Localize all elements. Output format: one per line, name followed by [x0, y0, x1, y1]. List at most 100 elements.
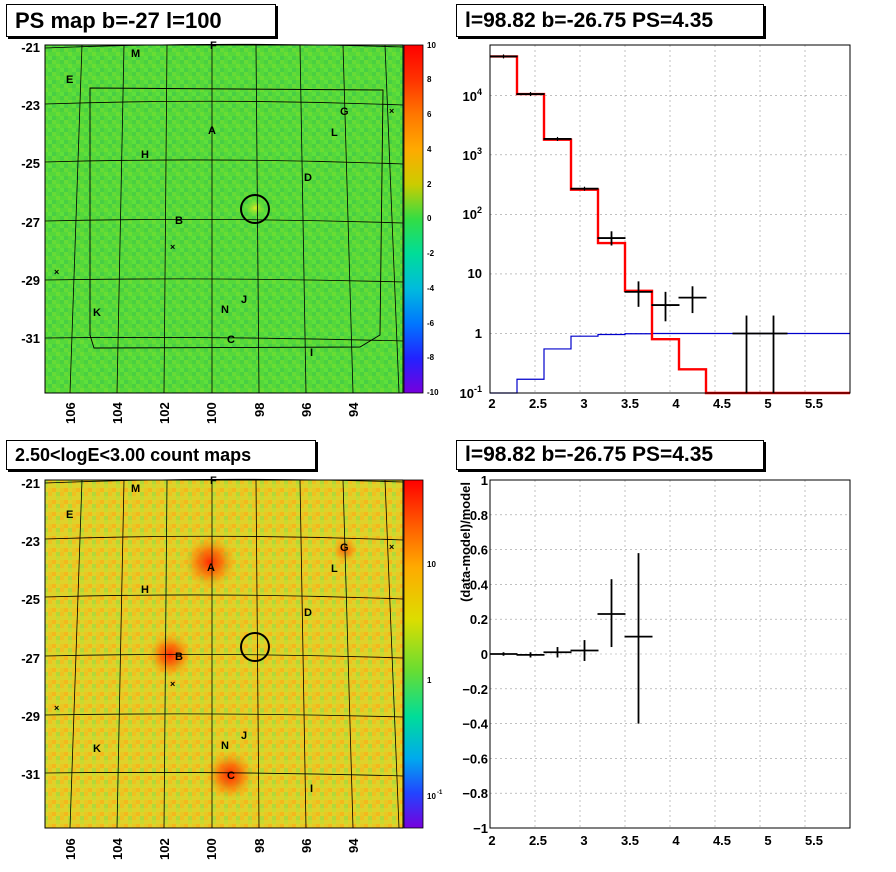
svg-text:E: E — [66, 509, 73, 521]
src-label-C: C — [227, 334, 235, 346]
residual-ytick-8: −0.6 — [462, 751, 488, 766]
svg-text:98: 98 — [252, 403, 267, 417]
residual-y-ticks: 1 0.8 0.6 0.4 0.2 0 −0.2 −0.4 −0.6 −0.8 −1 — [462, 473, 488, 836]
svg-text:102: 102 — [157, 402, 172, 424]
svg-text:0: 0 — [427, 214, 432, 223]
residual-data-point-0 — [489, 652, 518, 656]
svg-text:10: 10 — [468, 266, 482, 281]
svg-text:J: J — [241, 730, 247, 742]
svg-text:104: 104 — [463, 87, 482, 104]
svg-text:94: 94 — [346, 838, 361, 853]
svg-text:K: K — [93, 743, 101, 755]
count-hotspot-A — [184, 536, 236, 588]
count-hotspot-B — [148, 633, 192, 677]
residual-ytick-10: −1 — [473, 821, 488, 836]
svg-text:I: I — [310, 783, 313, 795]
svg-text:4: 4 — [672, 833, 680, 848]
svg-text:M: M — [131, 483, 140, 495]
residual-title: l=98.82 b=-26.75 PS=4.35 — [456, 440, 764, 470]
svg-text:-27: -27 — [21, 215, 40, 230]
svg-text:D: D — [304, 607, 312, 619]
residual-ytick-3: 0.4 — [470, 577, 489, 592]
svg-text:-1: -1 — [437, 790, 443, 796]
count-map-grid — [44, 478, 404, 829]
svg-text:102: 102 — [157, 838, 172, 860]
svg-text:-25: -25 — [21, 592, 40, 607]
count-map-panel: M F E G A L H D B J K N C I × × × -21 -2… — [21, 475, 443, 860]
svg-text:-29: -29 — [21, 709, 40, 724]
svg-text:G: G — [340, 542, 349, 554]
ps-map-grid — [44, 43, 404, 394]
ps-map-colorbar — [403, 44, 424, 394]
src-label-F: F — [210, 40, 217, 52]
count-map-colorbar-ticks: 10 1 10 -1 — [427, 560, 443, 801]
residual-data-point-5 — [624, 553, 653, 724]
src-label-E: E — [66, 74, 73, 86]
ps-map-panel: M F E G A L H D B J K N C I × × × -21 -2… — [21, 40, 439, 424]
residual-marks — [489, 553, 653, 724]
svg-text:10: 10 — [427, 792, 436, 801]
svg-text:10: 10 — [427, 560, 436, 569]
svg-text:1: 1 — [475, 326, 482, 341]
residual-ylabel: (data-model)/model — [458, 482, 473, 602]
ps-map-labels: M F E G A L H D B J K N C I × × × — [54, 40, 394, 359]
residual-data-point-4 — [597, 579, 626, 648]
svg-text:2: 2 — [488, 396, 495, 411]
svg-text:2.5: 2.5 — [529, 833, 547, 848]
svg-text:-29: -29 — [21, 273, 40, 288]
svg-text:102: 102 — [463, 205, 482, 222]
svg-text:-23: -23 — [21, 98, 40, 113]
svg-text:4: 4 — [427, 145, 432, 154]
ps-map-y-ticks: -21 -23 -25 -27 -29 -31 — [21, 40, 40, 346]
ps-map-colorbar-ticks: 10 8 6 4 2 0 -2 -4 -6 -8 -10 — [427, 41, 439, 397]
svg-text:-23: -23 — [21, 534, 40, 549]
residual-panel: 2 2.5 3 3.5 4 4.5 5 5.5 1 0.8 0.6 0.4 0.2 0 −0… — [458, 473, 851, 848]
residual-data-point-2 — [543, 647, 572, 658]
residual-ytick-1: 0.8 — [470, 508, 488, 523]
ps-map-title: PS map b=-27 l=100 — [6, 4, 276, 37]
count-map-colorbar — [403, 479, 424, 829]
spectrum-data-point-2 — [543, 136, 572, 141]
svg-text:10-1: 10-1 — [460, 384, 482, 401]
residual-ytick-4: 0.2 — [470, 612, 488, 627]
spectrum-data-point-0 — [489, 54, 518, 59]
svg-text:96: 96 — [299, 403, 314, 417]
svg-text:98: 98 — [252, 839, 267, 853]
src-label-G: G — [340, 106, 349, 118]
svg-text:-8: -8 — [427, 353, 435, 362]
svg-text:-31: -31 — [21, 331, 40, 346]
svg-text:-31: -31 — [21, 767, 40, 782]
svg-text:94: 94 — [346, 402, 361, 417]
spectrum-data-point-9 — [759, 315, 788, 393]
residual-ytick-2: 0.6 — [470, 543, 488, 558]
svg-text:×: × — [389, 106, 394, 116]
svg-text:100: 100 — [204, 838, 219, 860]
svg-text:-21: -21 — [21, 476, 40, 491]
svg-text:-4: -4 — [427, 284, 435, 293]
svg-text:F: F — [210, 475, 217, 487]
spectrum-y-ticks: 10-1 1 10 102 103 104 — [460, 87, 482, 401]
count-map-title: 2.50<logE<3.00 count maps — [6, 440, 316, 470]
svg-text:A: A — [207, 562, 215, 574]
ps-map-x-ticks: 106 104 102 100 98 96 94 — [63, 402, 361, 424]
src-label-A: A — [208, 125, 216, 137]
svg-text:96: 96 — [299, 839, 314, 853]
svg-text:4.5: 4.5 — [713, 396, 731, 411]
src-label-H: H — [141, 149, 149, 161]
svg-text:×: × — [389, 542, 394, 552]
spectrum-marks — [489, 54, 850, 395]
svg-text:10: 10 — [427, 41, 436, 50]
svg-text:-6: -6 — [427, 319, 435, 328]
spectrum-data-point-5 — [624, 281, 653, 307]
spectrum-data-point-3 — [570, 186, 599, 191]
src-label-N: N — [221, 304, 229, 316]
src-label-I: I — [310, 347, 313, 359]
svg-text:100: 100 — [204, 402, 219, 424]
spectrum-x-ticks: 2 2.5 3 3.5 4 4.5 5 5.5 — [488, 396, 823, 411]
count-map-y-ticks: -21 -23 -25 -27 -29 -31 — [21, 476, 40, 782]
svg-text:104: 104 — [110, 838, 125, 860]
residual-ytick-7: −0.4 — [462, 717, 488, 732]
spectrum-data-point-7 — [678, 286, 707, 314]
src-label-L: L — [331, 127, 338, 139]
